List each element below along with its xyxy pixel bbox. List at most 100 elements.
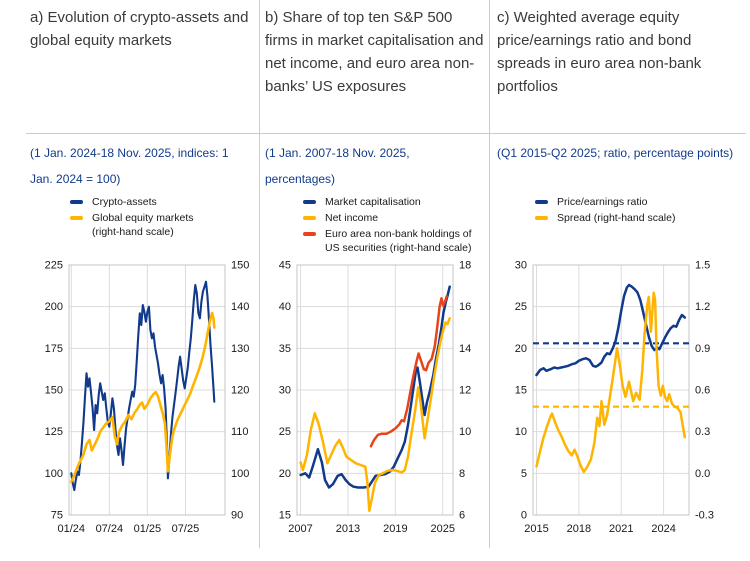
- right-axis-tick-label: 1.2: [695, 301, 710, 313]
- series-line: [69, 311, 216, 483]
- left-axis-tick-label: 10: [515, 426, 527, 438]
- right-axis-tick-label: 100: [231, 468, 249, 480]
- legend-label: Net income: [325, 212, 379, 224]
- legend-label: Spread (right-hand scale): [557, 212, 676, 224]
- right-axis-tick-label: 12: [459, 385, 471, 397]
- x-axis-tick-label: 2019: [383, 523, 407, 535]
- left-axis-tick-label: 40: [279, 301, 291, 313]
- x-axis-tick-label: 01/24: [58, 523, 86, 535]
- left-axis-tick-label: 15: [515, 385, 527, 397]
- left-axis-tick-label: 25: [279, 426, 291, 438]
- left-axis-tick-label: 45: [279, 260, 291, 272]
- series-line: [299, 285, 451, 489]
- left-axis-tick-label: 20: [279, 468, 291, 480]
- left-axis-tick-label: 75: [51, 510, 63, 522]
- left-axis-tick-label: 200: [45, 301, 63, 313]
- plot-border: [532, 264, 690, 516]
- x-axis-tick-label: 01/25: [134, 523, 162, 535]
- panel-b-chart: 45 18 40 16 35 14 30 12 25 10 20 8 15 6 2007 2013 2019 20…: [261, 250, 487, 555]
- panel-a-subtitle: (1 Jan. 2024-18 Nov. 2025, indices: 1 Ja…: [30, 146, 229, 186]
- left-axis-tick-label: 175: [45, 343, 63, 355]
- legend-marker: [70, 216, 83, 220]
- sp500-concentration-chart: 45 18 40 16 35 14 30 12 25 10 20 8 15 6 2007 2013 2019 20…: [279, 260, 472, 536]
- x-axis-tick-label: 2025: [430, 523, 454, 535]
- right-axis-tick-label: 130: [231, 343, 249, 355]
- legend-marker: [535, 216, 548, 220]
- x-axis-tick-label: 2021: [609, 523, 633, 535]
- left-axis-tick-label: 20: [515, 343, 527, 355]
- series-line: [535, 283, 687, 377]
- x-axis-tick-label: 07/25: [172, 523, 200, 535]
- plot-border: [296, 264, 454, 516]
- right-axis-tick-label: 0.3: [695, 426, 710, 438]
- left-axis-tick-label: 30: [279, 385, 291, 397]
- panel-c-title: c) Weighted average equity price/earning…: [497, 9, 702, 95]
- pe-ratio-spread-chart: 30 1.5 25 1.2 20 0.9 15 0.6 10 0.3 5 0.0 0 -0.3 2015 20…: [515, 260, 714, 536]
- panel-b-title: b) Share of top ten S&P 500 firms in mar…: [265, 9, 484, 95]
- title-separator-rule: [26, 133, 746, 134]
- panel-a-title: a) Evolution of crypto-assets and global…: [30, 9, 249, 49]
- legend-label: Price/earnings ratio: [557, 196, 648, 208]
- left-axis-tick-label: 0: [521, 510, 527, 522]
- column-divider: [489, 0, 490, 548]
- right-axis-tick-label: 8: [459, 468, 465, 480]
- legend-label: Global equity markets (right-hand scale): [92, 212, 194, 238]
- right-axis-tick-label: 110: [231, 426, 249, 438]
- legend-label: Market capitalisation: [325, 196, 421, 208]
- left-axis-tick-label: 125: [45, 426, 63, 438]
- right-axis-tick-label: 0.6: [695, 385, 710, 397]
- panel-b-subtitle: (1 Jan. 2007-18 Nov. 2025, percentages): [265, 146, 410, 186]
- right-axis-tick-label: 120: [231, 385, 249, 397]
- legend-item: Spread (right-hand scale): [535, 211, 675, 225]
- right-axis-tick-label: 140: [231, 301, 249, 313]
- series-line: [535, 291, 687, 474]
- right-axis-tick-label: 1.5: [695, 260, 710, 272]
- panel-c-subtitle: (Q1 2015-Q2 2025; ratio, percentage poin…: [497, 146, 734, 160]
- series-line: [70, 280, 216, 492]
- right-axis-tick-label: 150: [231, 260, 249, 272]
- x-axis-tick-label: 07/24: [96, 523, 124, 535]
- legend-item: Net income: [303, 211, 472, 225]
- legend-marker: [535, 200, 548, 204]
- legend-marker: [303, 216, 316, 220]
- left-axis-tick-label: 100: [45, 468, 63, 480]
- legend-label: Euro area non-bank holdings of US securi…: [325, 228, 472, 254]
- series-line: [299, 317, 451, 513]
- series-line: [369, 295, 448, 448]
- crypto-equity-chart: 225 150 200 140 175 130 150 120 125 110 100 100 75 90…: [45, 260, 250, 536]
- left-axis-tick-label: 30: [515, 260, 527, 272]
- right-axis-tick-label: 10: [459, 426, 471, 438]
- legend-marker: [70, 200, 83, 204]
- legend-item: Global equity markets (right-hand scale): [70, 211, 194, 239]
- x-axis-tick-label: 2013: [336, 523, 360, 535]
- right-axis-tick-label: 90: [231, 510, 243, 522]
- panel-a-legend: Crypto-assets Global equity markets (righ…: [70, 195, 194, 241]
- left-axis-tick-label: 5: [521, 468, 527, 480]
- legend-label: Crypto-assets: [92, 196, 157, 208]
- x-axis-tick-label: 2015: [524, 523, 548, 535]
- right-axis-tick-label: -0.3: [695, 510, 714, 522]
- legend-item: Euro area non-bank holdings of US securi…: [303, 227, 472, 255]
- left-axis-tick-label: 225: [45, 260, 63, 272]
- x-axis-tick-label: 2018: [567, 523, 591, 535]
- panel-c-legend: Price/earnings ratio Spread (right-hand s…: [535, 195, 675, 227]
- x-axis-tick-label: 2007: [288, 523, 312, 535]
- legend-marker: [303, 232, 316, 236]
- legend-item: Price/earnings ratio: [535, 195, 675, 209]
- plot-border: [68, 264, 226, 516]
- right-axis-tick-label: 0.0: [695, 468, 710, 480]
- left-axis-tick-label: 35: [279, 343, 291, 355]
- legend-item: Market capitalisation: [303, 195, 472, 209]
- column-divider: [259, 0, 260, 548]
- right-axis-tick-label: 0.9: [695, 343, 710, 355]
- right-axis-tick-label: 16: [459, 301, 471, 313]
- legend-marker: [303, 200, 316, 204]
- left-axis-tick-label: 15: [279, 510, 291, 522]
- right-axis-tick-label: 6: [459, 510, 465, 522]
- left-axis-tick-label: 150: [45, 385, 63, 397]
- right-axis-tick-label: 18: [459, 260, 471, 272]
- panel-a-chart: 225 150 200 140 175 130 150 120 125 110 100 100 75 90…: [33, 250, 259, 555]
- panel-c-chart: 30 1.5 25 1.2 20 0.9 15 0.6 10 0.3 5 0.0 0 -0.3 2015 20…: [497, 250, 723, 555]
- left-axis-tick-label: 25: [515, 301, 527, 313]
